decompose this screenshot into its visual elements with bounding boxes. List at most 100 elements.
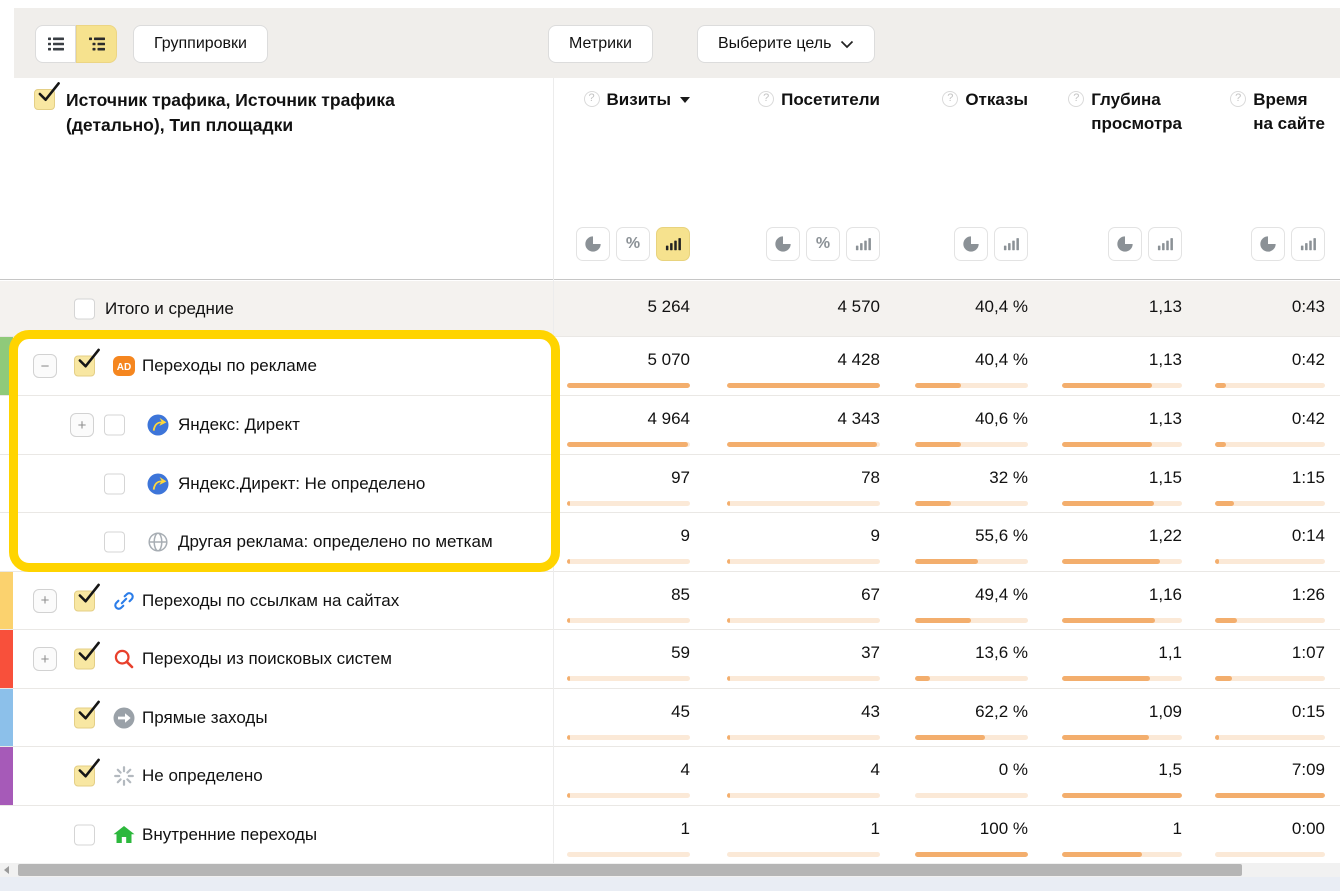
column-header-label[interactable]: Визиты xyxy=(607,88,671,112)
metric-value: 4 570 xyxy=(837,297,880,317)
goal-select-button[interactable]: Выберите цель xyxy=(697,25,875,63)
metric-cell: 1,09 xyxy=(1062,689,1182,746)
help-icon[interactable]: ? xyxy=(584,91,600,107)
toggle-percent-icon[interactable]: % xyxy=(806,227,840,261)
globe-icon xyxy=(146,530,170,554)
toggle-bars-icon[interactable] xyxy=(994,227,1028,261)
scrollbar-thumb[interactable] xyxy=(18,864,1242,876)
toggle-bars-icon[interactable] xyxy=(1291,227,1325,261)
metric-value: 1,13 xyxy=(1149,297,1182,317)
metric-bar xyxy=(1215,852,1325,857)
dimension-checkbox[interactable] xyxy=(34,89,55,110)
row-label[interactable]: Прямые заходы xyxy=(142,708,268,728)
row-label[interactable]: Переходы из поисковых систем xyxy=(142,649,392,669)
expand-button[interactable]: + xyxy=(33,589,57,613)
metric-cell: 5 264 xyxy=(567,281,690,336)
metric-bar xyxy=(915,559,1028,564)
category-color-strip xyxy=(0,337,13,395)
row-label[interactable]: Другая реклама: определено по меткам xyxy=(178,532,493,552)
metric-cell: 100 % xyxy=(915,806,1028,863)
table-row: Яндекс.Директ: Не определено977832 %1,15… xyxy=(0,454,1340,512)
toggle-pie-icon[interactable] xyxy=(954,227,988,261)
row-checkbox[interactable] xyxy=(74,766,95,787)
scroll-left-arrow-icon[interactable] xyxy=(4,866,9,874)
metric-value: 13,6 % xyxy=(975,643,1028,663)
direct-icon xyxy=(112,706,136,730)
expand-button[interactable]: + xyxy=(33,647,57,671)
metric-bar xyxy=(567,442,690,447)
metric-bar xyxy=(915,735,1028,740)
flat-list-icon xyxy=(45,33,67,55)
metric-value: 1,09 xyxy=(1149,702,1182,722)
metric-value: 7:09 xyxy=(1292,760,1325,780)
row-checkbox[interactable] xyxy=(74,298,95,319)
toggle-percent-icon[interactable]: % xyxy=(616,227,650,261)
metric-value: 0:14 xyxy=(1292,526,1325,546)
toggle-pie-icon[interactable] xyxy=(1251,227,1285,261)
toggle-pie-icon[interactable] xyxy=(766,227,800,261)
help-icon[interactable]: ? xyxy=(942,91,958,107)
horizontal-scrollbar[interactable] xyxy=(0,863,1340,877)
metric-value: 49,4 % xyxy=(975,585,1028,605)
metric-value: 97 xyxy=(671,468,690,488)
toggle-bars-icon[interactable] xyxy=(1148,227,1182,261)
row-label[interactable]: Яндекс: Директ xyxy=(178,415,300,435)
toggle-bars-icon[interactable] xyxy=(656,227,690,261)
row-checkbox[interactable] xyxy=(74,590,95,611)
column-divider xyxy=(553,78,554,863)
collapse-button[interactable]: − xyxy=(33,354,57,378)
row-label[interactable]: Итого и средние xyxy=(105,299,234,319)
metric-value: 4 964 xyxy=(647,409,690,429)
metric-bar xyxy=(1062,442,1182,447)
metric-bar xyxy=(1062,383,1182,388)
toggle-pie-icon[interactable] xyxy=(1108,227,1142,261)
column-header-label[interactable]: Время на сайте xyxy=(1253,88,1325,136)
help-icon[interactable]: ? xyxy=(1230,91,1246,107)
header-divider xyxy=(0,279,1340,280)
help-icon[interactable]: ? xyxy=(758,91,774,107)
metrics-button[interactable]: Метрики xyxy=(548,25,653,63)
sort-caret-icon xyxy=(680,97,690,103)
metric-cell: 0:43 xyxy=(1215,281,1325,336)
view-toggle-group xyxy=(35,25,117,63)
metric-cell: 0:42 xyxy=(1215,396,1325,454)
metric-bar xyxy=(915,501,1028,506)
metric-cell: 1 xyxy=(567,806,690,863)
row-label[interactable]: Не определено xyxy=(142,766,263,786)
row-checkbox[interactable] xyxy=(104,415,125,436)
row-checkbox[interactable] xyxy=(74,707,95,728)
page-bottom-band xyxy=(0,877,1340,891)
table-row: +Переходы по ссылкам на сайтах856749,4 %… xyxy=(0,571,1340,629)
row-checkbox[interactable] xyxy=(74,356,95,377)
category-color-strip xyxy=(0,689,13,746)
metric-cell: 1,13 xyxy=(1062,396,1182,454)
metric-bar xyxy=(727,618,880,623)
row-label[interactable]: Переходы по ссылкам на сайтах xyxy=(142,591,399,611)
metric-value: 0:15 xyxy=(1292,702,1325,722)
table-row: −ADПереходы по рекламе5 0704 42840,4 %1,… xyxy=(0,336,1340,395)
metric-value: 1:15 xyxy=(1292,468,1325,488)
toggle-bars-icon[interactable] xyxy=(846,227,880,261)
tree-list-view-button[interactable] xyxy=(76,25,117,63)
metric-cell: 1:15 xyxy=(1215,455,1325,512)
metric-bar xyxy=(567,852,690,857)
metric-bar xyxy=(915,676,1028,681)
row-checkbox[interactable] xyxy=(74,824,95,845)
metric-bar xyxy=(727,676,880,681)
metric-value: 40,6 % xyxy=(975,409,1028,429)
metric-bar xyxy=(1215,559,1325,564)
metric-cell: 7:09 xyxy=(1215,747,1325,805)
row-checkbox[interactable] xyxy=(104,532,125,553)
groupings-button[interactable]: Группировки xyxy=(133,25,268,63)
row-label[interactable]: Переходы по рекламе xyxy=(142,356,317,376)
row-checkbox[interactable] xyxy=(104,473,125,494)
metric-cell: 1,22 xyxy=(1062,513,1182,571)
flat-list-view-button[interactable] xyxy=(35,25,76,63)
toggle-pie-icon[interactable] xyxy=(576,227,610,261)
metric-value: 9 xyxy=(681,526,690,546)
row-label[interactable]: Внутренние переходы xyxy=(142,825,317,845)
row-label[interactable]: Яндекс.Директ: Не определено xyxy=(178,474,425,494)
row-checkbox[interactable] xyxy=(74,649,95,670)
help-icon[interactable]: ? xyxy=(1068,91,1084,107)
expand-button[interactable]: + xyxy=(70,413,94,437)
